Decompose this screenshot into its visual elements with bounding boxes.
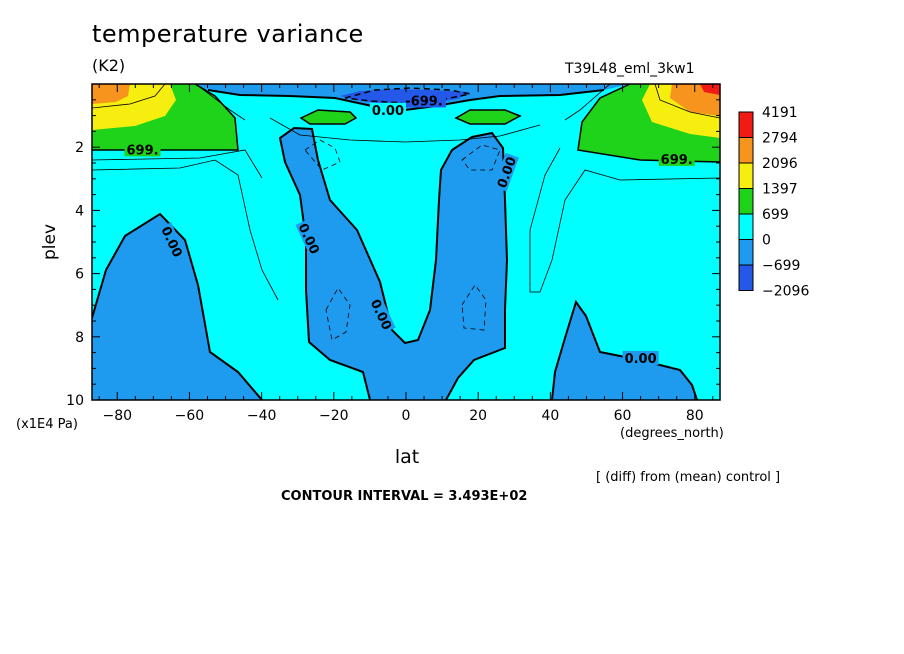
contour-label: 699.	[124, 142, 161, 158]
contour-label-bg	[402, 93, 447, 108]
x-tick-label: −80	[102, 408, 132, 424]
y-tick-label: 8	[75, 330, 84, 346]
dashed-line-top	[344, 87, 471, 104]
dashed-line-left-upper	[304, 139, 341, 171]
x-tick-label: −20	[319, 408, 349, 424]
colorbar-label: −2096	[762, 284, 809, 300]
colorbar-label: 2794	[762, 131, 798, 147]
fill-green-left-blob	[301, 110, 356, 124]
fill-negative-west	[92, 214, 262, 400]
colorbar-swatch	[738, 111, 754, 138]
colorbar-swatch	[738, 213, 754, 240]
fill-negative-east	[552, 302, 697, 400]
dashed-line-right-lower	[461, 284, 487, 331]
colorbar-label: 1397	[762, 182, 798, 198]
thin-line-6	[564, 84, 611, 121]
chart-units: (K2)	[92, 56, 126, 75]
contour-label-bg	[124, 142, 161, 157]
zero-line-east	[551, 299, 698, 400]
contour-label-bg	[158, 222, 187, 261]
y-axis-units: (x1E4 Pa)	[16, 417, 78, 432]
axis-tick-group: −80 −60 −40 −20 0 20 40 60 80 2 4 6 8 10	[66, 84, 720, 424]
colorbar-label: −699	[762, 258, 800, 274]
thin-line-5	[195, 84, 246, 121]
line-699-east	[577, 84, 720, 163]
line-699-blob-right	[454, 109, 522, 125]
contour-label-text: 0.00	[372, 104, 404, 119]
y-tick-label: 10	[66, 393, 84, 409]
contour-label-bg	[367, 294, 396, 334]
contour-label-bg	[622, 350, 659, 365]
y-tick-label: 6	[75, 267, 84, 283]
y-tick-label: 4	[75, 203, 84, 219]
dashed-line-right-upper	[461, 144, 501, 171]
line-699-blob-left	[299, 109, 358, 125]
x-axis-units: (degrees_north)	[620, 426, 724, 441]
colorbar-swatch	[738, 162, 754, 189]
fill-green-right-blob	[456, 110, 520, 124]
contour-label: 0.00	[369, 102, 406, 119]
contour-label-bg	[658, 151, 695, 166]
run-name: T39L48_eml_3kw1	[565, 61, 695, 77]
colorbar: 4191 2794 2096 1397 699 0 −699 −2096	[738, 105, 809, 300]
contour-label: -699.	[402, 93, 447, 109]
colorbar-label: 699	[762, 207, 789, 223]
thin-line-7	[92, 84, 166, 109]
x-tick-label: 80	[686, 408, 704, 424]
contour-label-text: 0.00	[625, 352, 657, 367]
source-note: [ (diff) from (mean) control ]	[596, 470, 781, 485]
contour-label-bg	[295, 219, 324, 258]
contour-label-bg	[369, 102, 406, 117]
contour-label: 0.00	[622, 350, 659, 367]
x-tick-label: 20	[469, 408, 487, 424]
thin-line-2	[92, 149, 263, 179]
x-tick-label: 0	[402, 408, 411, 424]
colorbar-label: 4191	[762, 105, 798, 121]
chart-title: temperature variance	[92, 20, 364, 48]
x-tick-label: −40	[247, 408, 277, 424]
colorbar-label: 0	[762, 233, 771, 249]
colorbar-swatch	[738, 137, 754, 164]
fill-negative-u	[280, 128, 507, 400]
y-axis-title: plev	[40, 224, 60, 260]
x-tick-label: 60	[614, 408, 632, 424]
contour-lines	[92, 84, 720, 400]
colorbar-swatch	[738, 264, 754, 291]
contour-label-text: 699.	[126, 143, 158, 158]
fill-red-east	[700, 84, 720, 95]
contour-label-text: -699.	[405, 94, 442, 109]
colorbar-swatch	[738, 239, 754, 266]
thin-line-3	[529, 147, 720, 293]
thin-line-4	[269, 117, 541, 143]
thin-line-1	[92, 159, 279, 301]
x-tick-label: 40	[541, 408, 559, 424]
colorbar-label: 2096	[762, 156, 798, 172]
contour-fill	[92, 84, 720, 400]
x-axis-title: lat	[395, 446, 419, 468]
line-699-west	[92, 84, 239, 151]
colorbar-swatch	[738, 188, 754, 215]
y-tick-label: 2	[75, 140, 84, 156]
x-tick-label: −60	[175, 408, 205, 424]
contour-label: 699.	[658, 151, 695, 168]
zero-line-west	[92, 212, 263, 400]
contour-interval: CONTOUR INTERVAL = 3.493E+02	[281, 489, 528, 504]
thin-line-8	[654, 84, 720, 119]
contour-label-text: 699.	[661, 153, 693, 168]
dashed-line-left-lower	[325, 287, 351, 341]
contour-label-bg	[493, 152, 519, 192]
fill-orange-west	[92, 84, 130, 104]
